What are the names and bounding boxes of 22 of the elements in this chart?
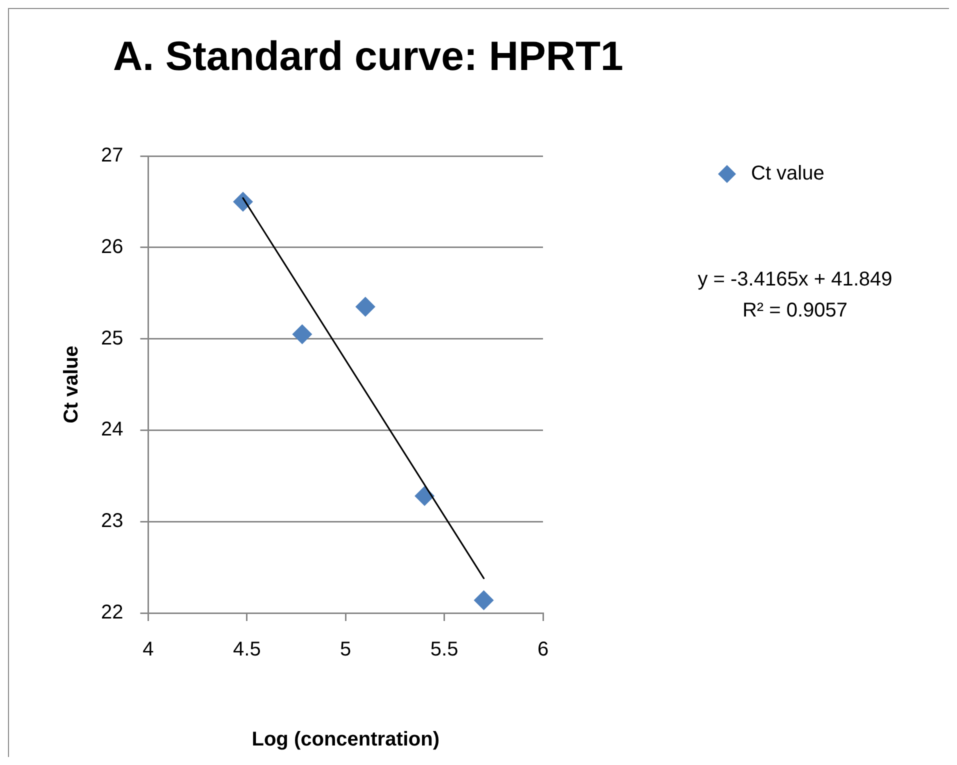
point — [414, 486, 435, 506]
x-tick-label: 5.5 — [430, 638, 458, 661]
x-axis-title: Log (concentration) — [252, 728, 440, 751]
chart-title: A. Standard curve: HPRT1 — [113, 33, 624, 80]
y-tick-label: 26 — [100, 236, 124, 258]
x-tick-label: 4 — [142, 638, 154, 661]
text: R² = 0.9057 — [742, 300, 848, 322]
x-tick-label: 4.5 — [233, 638, 261, 661]
point — [232, 192, 253, 212]
point — [292, 324, 312, 344]
y-axis-title: Ct value — [60, 346, 83, 424]
point — [355, 296, 376, 317]
y-tick-label: 23 — [100, 510, 124, 532]
text: y = -3.4165x + 41.849 — [698, 268, 892, 291]
y-tick-label: 27 — [100, 144, 124, 167]
y-tick-label: 22 — [100, 602, 124, 624]
point — [474, 590, 494, 610]
x-tick-label: 5 — [340, 638, 352, 661]
x-tick-label: 6 — [537, 638, 549, 661]
y-tick-label: 25 — [100, 327, 124, 350]
y-tick-label: 24 — [100, 418, 124, 441]
legend-label: Ct value — [751, 162, 824, 185]
